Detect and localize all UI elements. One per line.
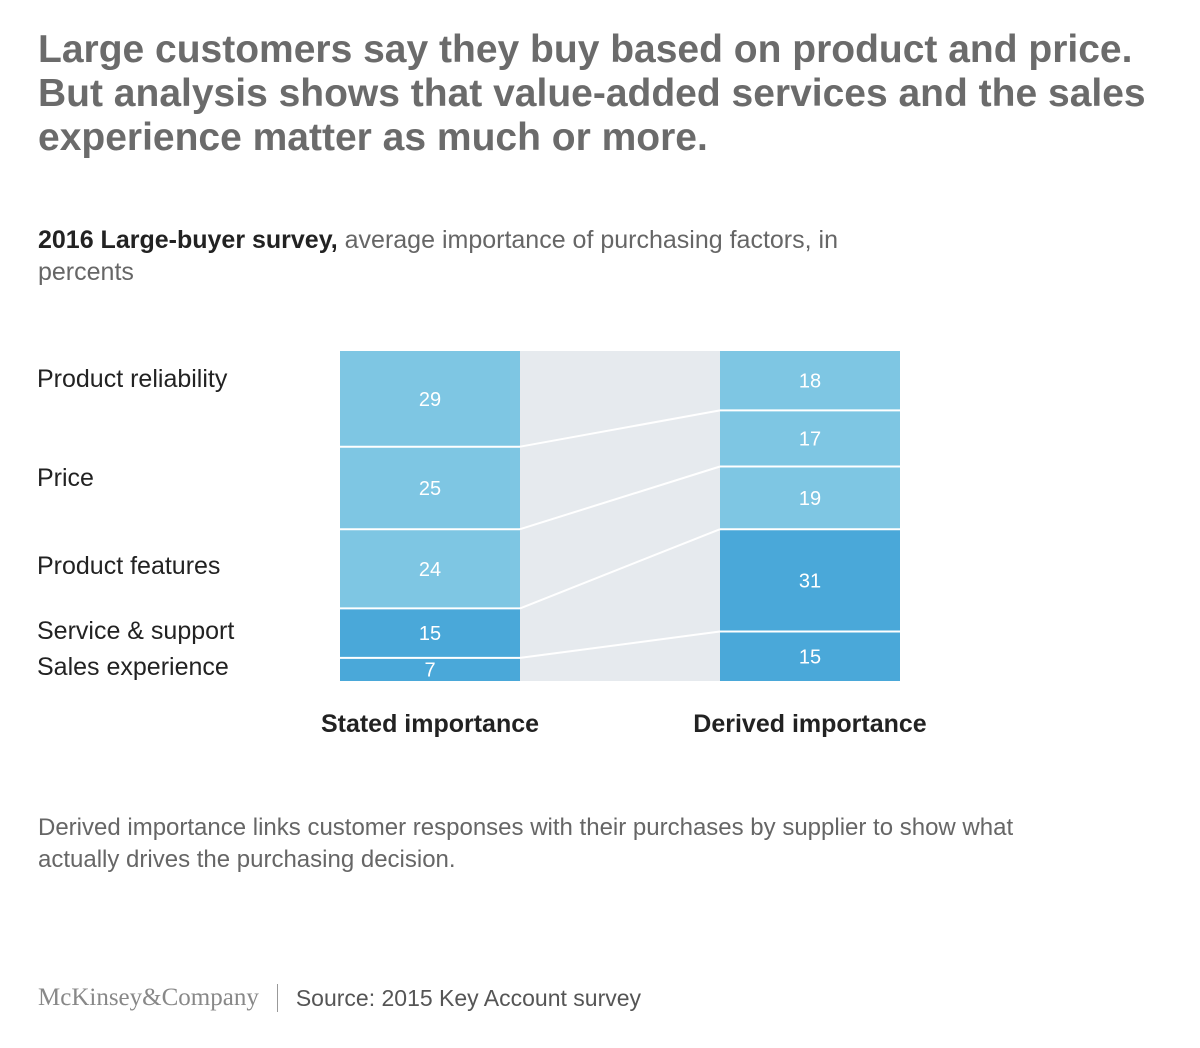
bar-segment-derived-importance-product-features bbox=[720, 466, 900, 530]
mckinsey-logo: McKinsey&Company bbox=[38, 984, 259, 1011]
bar-segment-derived-importance-product-reliability bbox=[720, 351, 900, 411]
footnote: Derived importance links customer respon… bbox=[38, 814, 1014, 873]
bar-segment-derived-importance-service-support bbox=[720, 529, 900, 632]
category-label-sales-experience: Sales experience bbox=[37, 653, 229, 681]
category-label-product-reliability: Product reliability bbox=[37, 365, 228, 393]
stacked-bar-chart: 29 25 24 15 7 Stated importance 18 17 19 31 15 Deri… bbox=[37, 351, 927, 738]
bar-segment-stated-importance-product-reliability bbox=[340, 351, 520, 447]
value-label-stated-importance-service-support: 15 bbox=[419, 623, 441, 645]
value-label-derived-importance-product-reliability: 18 bbox=[799, 371, 821, 393]
chart-subtitle: 2016 Large-buyer survey, average importa… bbox=[38, 224, 938, 288]
value-label-stated-importance-product-features: 24 bbox=[419, 559, 441, 581]
footer-divider bbox=[276, 984, 278, 1012]
connector-line bbox=[519, 465, 721, 531]
subtitle-rest: average importance of purchasing factors… bbox=[38, 226, 838, 286]
category-label-price: Price bbox=[37, 464, 94, 492]
bar-segment-stated-importance-sales-experience bbox=[340, 657, 520, 681]
connector-band bbox=[520, 351, 720, 681]
connector-line bbox=[519, 630, 721, 659]
bar-segment-derived-importance-price bbox=[720, 410, 900, 467]
chart-title: Large customers say they buy based on pr… bbox=[38, 28, 1146, 159]
connector-line bbox=[519, 409, 721, 448]
bar-segment-stated-importance-product-features bbox=[340, 529, 520, 609]
bar-segment-stated-importance-price bbox=[340, 446, 520, 530]
bar-segment-stated-importance-service-support bbox=[340, 608, 520, 658]
column-label-stated-importance: Stated importance bbox=[321, 710, 539, 738]
value-label-stated-importance-product-reliability: 29 bbox=[419, 389, 441, 411]
value-label-stated-importance-sales-experience: 7 bbox=[424, 659, 435, 681]
value-label-stated-importance-price: 25 bbox=[419, 478, 441, 500]
footer: McKinsey&Company Source: 2015 Key Accoun… bbox=[38, 980, 641, 1016]
category-label-service-support: Service & support bbox=[37, 617, 234, 645]
connector-line bbox=[519, 528, 721, 610]
category-label-product-features: Product features bbox=[37, 552, 220, 580]
source-note: Source: 2015 Key Account survey bbox=[295, 984, 642, 1011]
value-label-derived-importance-sales-experience: 15 bbox=[799, 646, 821, 668]
column-label-derived-importance: Derived importance bbox=[693, 710, 927, 738]
value-label-derived-importance-product-features: 19 bbox=[799, 488, 821, 510]
bar-segment-derived-importance-sales-experience bbox=[720, 631, 900, 681]
value-label-derived-importance-price: 17 bbox=[799, 428, 821, 450]
value-label-derived-importance-service-support: 31 bbox=[799, 570, 821, 592]
subtitle-bold: 2016 Large-buyer survey, bbox=[38, 226, 338, 254]
